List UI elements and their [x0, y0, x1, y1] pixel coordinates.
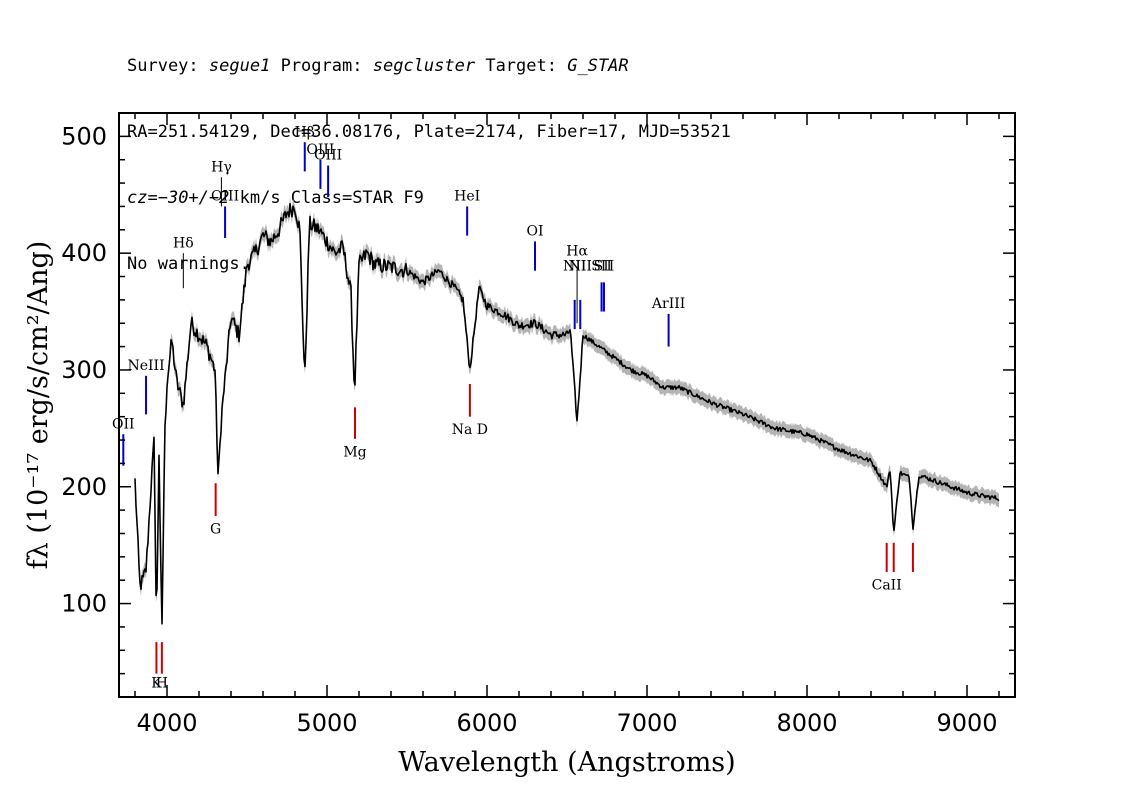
survey-label: Survey: [127, 56, 199, 76]
line-label-caii: CaII [872, 578, 902, 594]
line-label-mg: Mg [343, 444, 366, 460]
spectrum-layer [134, 202, 1000, 625]
x-tick-label: 9000 [936, 709, 997, 737]
cz-prefix: cz= [127, 188, 158, 208]
header-line-redshift: cz=−30+/−2 km/s Class=STAR F9 [127, 187, 731, 209]
line-label-nad: Na D [452, 422, 488, 438]
line-label-oiii: OIII [211, 189, 239, 205]
line-label-h: Hβ [295, 124, 315, 140]
line-label-hei: HeI [454, 189, 480, 205]
y-tick-label: 200 [61, 473, 107, 501]
line-label-ariii: ArIII [651, 296, 685, 312]
header-line-warnings: No warnings. [127, 254, 250, 274]
line-label-nii: NII [569, 259, 592, 275]
program-value: segcluster [372, 56, 476, 76]
y-tick-label: 400 [61, 239, 107, 267]
line-label-neiii: NeIII [127, 358, 164, 374]
line-label-oii: OII [112, 416, 135, 432]
header-line-survey: Survey: segue1 Program: segcluster Targe… [127, 55, 731, 77]
cz-value: −30+/−2 [157, 188, 230, 208]
y-tick-label: 300 [61, 356, 107, 384]
line-label-sii: SII [591, 259, 612, 275]
survey-value: segue1 [208, 56, 271, 76]
line-label-g: G [210, 521, 221, 537]
line-label-h: Hα [566, 243, 588, 259]
plot-frame [118, 112, 1016, 698]
line-label-oi: OI [526, 224, 543, 240]
y-axis-label: fλ (10⁻¹⁷ erg/s/cm²/Ang) [23, 241, 54, 570]
x-tick-label: 4000 [136, 709, 197, 737]
line-label-sii: SII [594, 259, 615, 275]
spectrum-line [134, 202, 1000, 625]
target-value: G_STAR [567, 56, 629, 76]
axis-ticks-layer: 4000 5000 6000 7000 8000 9000 100 200 300 400 500 [61, 112, 1015, 737]
x-tick-label: 8000 [776, 709, 837, 737]
x-tick-label: 6000 [456, 709, 517, 737]
line-label-h: Hγ [211, 159, 232, 175]
line-label-nii: NII [563, 259, 586, 275]
x-tick-label: 7000 [616, 709, 677, 737]
line-label-h: Hδ [173, 235, 194, 251]
line-label-oiii: OIII [306, 142, 334, 158]
x-axis-label: Wavelength (Angstroms) [398, 747, 735, 778]
spectrum-header: Survey: segue1 Program: segcluster Targe… [127, 11, 731, 297]
program-label: Program: [280, 56, 363, 76]
line-label-oiii: OIII [314, 148, 342, 164]
header-line-coordinates: RA=251.54129, Dec=36.08176, Plate=2174, … [127, 122, 731, 142]
y-tick-label: 100 [61, 590, 107, 618]
x-tick-label: 5000 [296, 709, 357, 737]
line-label-k: K [151, 676, 162, 692]
target-label: Target: [485, 56, 557, 76]
y-tick-label: 500 [61, 122, 107, 150]
cz-suffix: km/s Class=STAR F9 [229, 188, 424, 208]
line-label-h: H [156, 676, 168, 692]
